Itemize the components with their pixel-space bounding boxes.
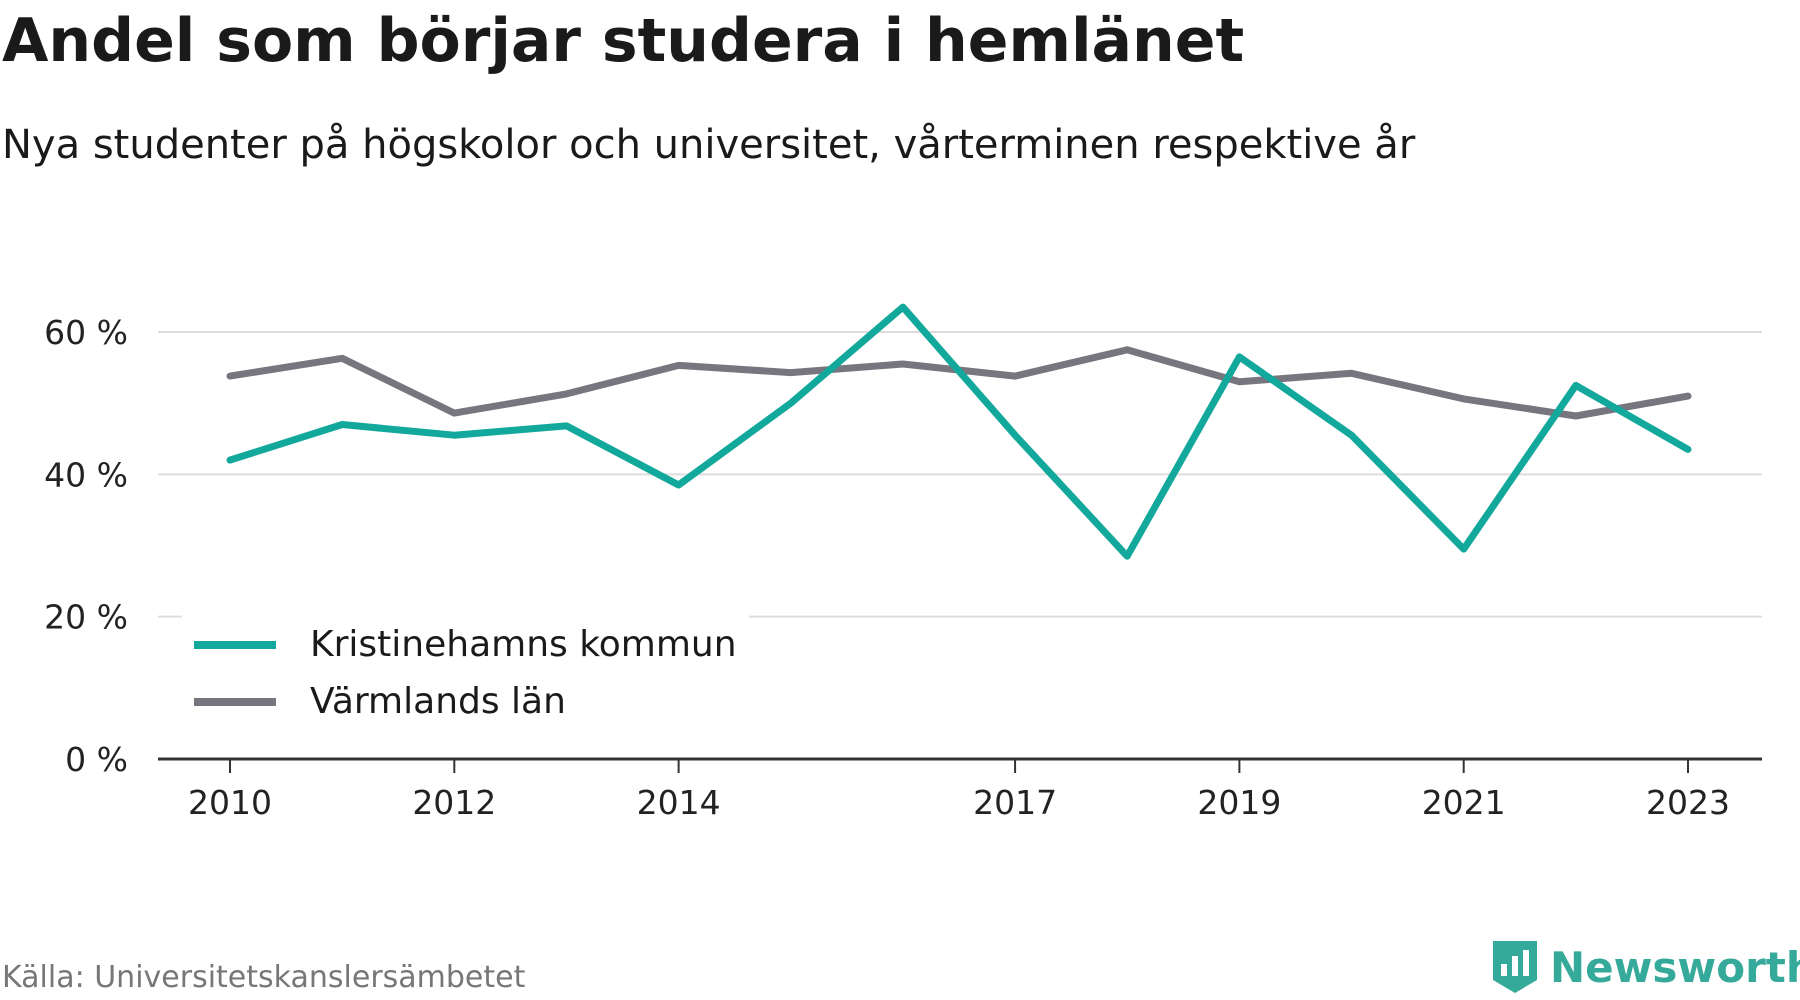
series-line-kristinehamn [226,303,1692,560]
x-tick-label: 2010 [188,783,272,822]
x-axis-tick-labels: 2010 2012 2014 2017 2019 2021 2023 [188,783,1730,822]
source-note: Källa: Universitetskanslersämbetet [2,960,526,995]
line-chart: 0 % 20 % 40 % 60 % 2010 2012 2014 2017 2019 2021… [44,303,1762,822]
series-lines [226,303,1692,560]
y-axis-tick-labels: 0 % 20 % 40 % 60 % [44,313,128,779]
x-axis [158,757,1762,773]
legend-item-varmland: Värmlands län [194,673,737,730]
chart-title: Andel som börjar studera i hemlänet [2,6,1245,76]
legend: Kristinehamns kommun Värmlands län [182,610,749,736]
x-tick-label: 2014 [637,783,721,822]
y-tick-label: 20 % [44,598,128,637]
x-tick-label: 2012 [412,783,496,822]
series-line-varmland [226,346,1692,420]
x-tick-label: 2019 [1197,783,1281,822]
x-tick-label: 2021 [1422,783,1506,822]
x-tick-label: 2017 [973,783,1057,822]
newsworthy-logo[interactable]: Newsworthy [1490,938,1800,996]
chart-subtitle: Nya studenter på högskolor och universit… [2,122,1416,168]
brand-name: Newsworthy [1550,942,1800,992]
legend-swatch-varmland [194,697,276,706]
y-tick-label: 40 % [44,455,128,494]
newsworthy-logo-icon [1493,941,1537,993]
legend-swatch-kristinehamn [194,640,276,649]
legend-label-varmland: Värmlands län [310,681,566,722]
y-tick-label: 0 % [65,740,128,779]
legend-label-kristinehamn: Kristinehamns kommun [310,624,737,665]
y-tick-label: 60 % [44,313,128,352]
x-tick-label: 2023 [1646,783,1730,822]
legend-item-kristinehamn: Kristinehamns kommun [194,616,737,673]
